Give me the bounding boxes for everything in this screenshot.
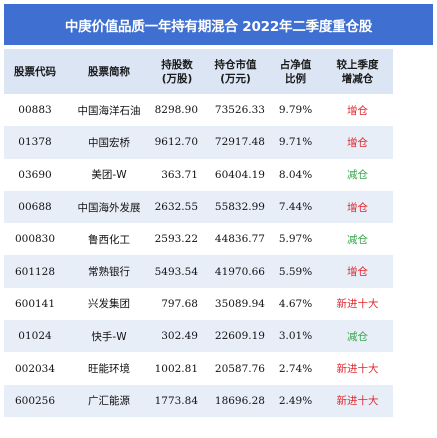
shares-cell: 1002.81: [154, 362, 198, 375]
market-value-cell: 20587.76: [214, 362, 265, 375]
shares-cell: 363.71: [161, 168, 198, 181]
net-value-ratio-cell: 8.04%: [278, 168, 313, 181]
stock-code-cell: 600256: [14, 394, 56, 407]
position-change-cell: 新进十大: [336, 363, 379, 376]
stock-name-cell: 旺能环境: [88, 363, 130, 376]
net-value-ratio-cell: 3.01%: [278, 330, 313, 343]
stock-name-cell: 广汇能源: [88, 395, 130, 408]
stock-code-cell: 01024: [18, 330, 52, 343]
shares-cell: 5493.54: [154, 265, 198, 278]
stock-code-cell: 01378: [18, 136, 52, 149]
table-row: 03690 美团-W 363.71 60404.19 8.04% 减仓: [4, 159, 433, 191]
position-change-cell: 增仓: [347, 201, 368, 214]
position-change-cell: 新进十大: [336, 395, 379, 408]
position-change-cell: 增仓: [347, 266, 368, 279]
stock-name-cell: 兴发集团: [88, 298, 130, 311]
stock-code-cell: 000830: [14, 233, 56, 246]
shares-cell: 797.68: [161, 297, 198, 310]
table-body: 00883 中国海洋石油 8298.90 73526.33 9.79% 增仓 01378 中国…: [4, 94, 433, 417]
market-value-cell: 55832.99: [214, 201, 265, 214]
market-value-cell: 22609.19: [214, 330, 265, 343]
market-value-cell: 44836.77: [214, 233, 265, 246]
stock-code-cell: 601128: [14, 265, 56, 278]
position-change-cell: 新进十大: [336, 298, 379, 311]
header-code: 股票代码: [14, 65, 56, 78]
net-value-ratio-cell: 7.44%: [278, 201, 313, 214]
market-value-cell: 18696.28: [214, 394, 265, 407]
shares-cell: 2593.22: [154, 233, 198, 246]
table-row: 01024 快手-W 302.49 22609.19 3.01% 减仓: [4, 320, 433, 353]
net-value-ratio-cell: 4.67%: [278, 297, 313, 310]
market-value-cell: 73526.33: [214, 104, 265, 117]
header-value: 持仓市值 (万元): [214, 58, 257, 85]
net-value-ratio-cell: 5.97%: [278, 233, 313, 246]
holdings-table: 股票代码 股票简称 持股数 (万股) 持仓市值 (万元) 占净值 比例 较上季度 增减仓…: [4, 49, 433, 417]
table-row: 01378 中国宏桥 9612.70 72917.48 9.71% 增仓: [4, 126, 433, 159]
position-change-cell: 减仓: [347, 233, 368, 246]
stock-name-cell: 中国海洋石油: [77, 104, 141, 117]
net-value-ratio-cell: 2.49%: [278, 394, 313, 407]
page-title: 中庚价值品质一年持有期混合 2022年二季度重仓股: [64, 18, 373, 35]
title-bar: 中庚价值品质一年持有期混合 2022年二季度重仓股: [4, 4, 433, 45]
header-shares: 持股数 (万股): [161, 58, 193, 85]
shares-cell: 302.49: [161, 330, 198, 343]
stock-code-cell: 600141: [14, 297, 56, 310]
position-change-cell: 减仓: [347, 169, 368, 182]
stock-name-cell: 中国海外发展: [77, 201, 141, 214]
stock-name-cell: 快手-W: [91, 330, 127, 343]
stock-name-cell: 常熟银行: [88, 266, 130, 279]
net-value-ratio-cell: 9.79%: [278, 104, 313, 117]
table-header: 股票代码 股票简称 持股数 (万股) 持仓市值 (万元) 占净值 比例 较上季度 增减仓: [4, 49, 433, 94]
market-value-cell: 60404.19: [214, 168, 265, 181]
table-row: 00883 中国海洋石油 8298.90 73526.33 9.79% 增仓: [4, 94, 433, 126]
header-ratio: 占净值 比例: [279, 58, 312, 85]
market-value-cell: 41970.66: [214, 265, 265, 278]
net-value-ratio-cell: 9.71%: [278, 136, 313, 149]
header-change: 较上季度 增减仓: [336, 58, 379, 85]
table-row: 00688 中国海外发展 2632.55 55832.99 7.44% 增仓: [4, 190, 433, 224]
shares-cell: 1773.84: [154, 394, 198, 407]
stock-name-cell: 美团-W: [91, 169, 127, 182]
net-value-ratio-cell: 5.59%: [278, 265, 313, 278]
position-change-cell: 增仓: [347, 136, 368, 149]
table-row: 000830 鲁西化工 2593.22 44836.77 5.97% 减仓: [4, 223, 433, 255]
stock-name-cell: 中国宏桥: [88, 136, 130, 149]
stock-code-cell: 00883: [18, 104, 52, 117]
position-change-cell: 减仓: [347, 330, 368, 343]
stock-code-cell: 002034: [14, 362, 56, 375]
market-value-cell: 35089.94: [214, 297, 265, 310]
stock-code-cell: 03690: [18, 168, 52, 181]
position-change-cell: 增仓: [347, 104, 368, 117]
table-row: 600256 广汇能源 1773.84 18696.28 2.49% 新进十大: [4, 384, 433, 417]
table-row: 601128 常熟银行 5493.54 41970.66 5.59% 增仓: [4, 255, 433, 288]
header-name: 股票简称: [88, 65, 130, 78]
shares-cell: 9612.70: [154, 136, 198, 149]
market-value-cell: 72917.48: [214, 136, 265, 149]
net-value-ratio-cell: 2.74%: [278, 362, 313, 375]
stock-name-cell: 鲁西化工: [88, 233, 130, 246]
stock-code-cell: 00688: [18, 201, 52, 214]
shares-cell: 2632.55: [154, 201, 198, 214]
table-row: 600141 兴发集团 797.68 35089.94 4.67% 新进十大: [4, 288, 433, 320]
table-row: 002034 旺能环境 1002.81 20587.76 2.74% 新进十大: [4, 352, 433, 384]
shares-cell: 8298.90: [154, 104, 198, 117]
